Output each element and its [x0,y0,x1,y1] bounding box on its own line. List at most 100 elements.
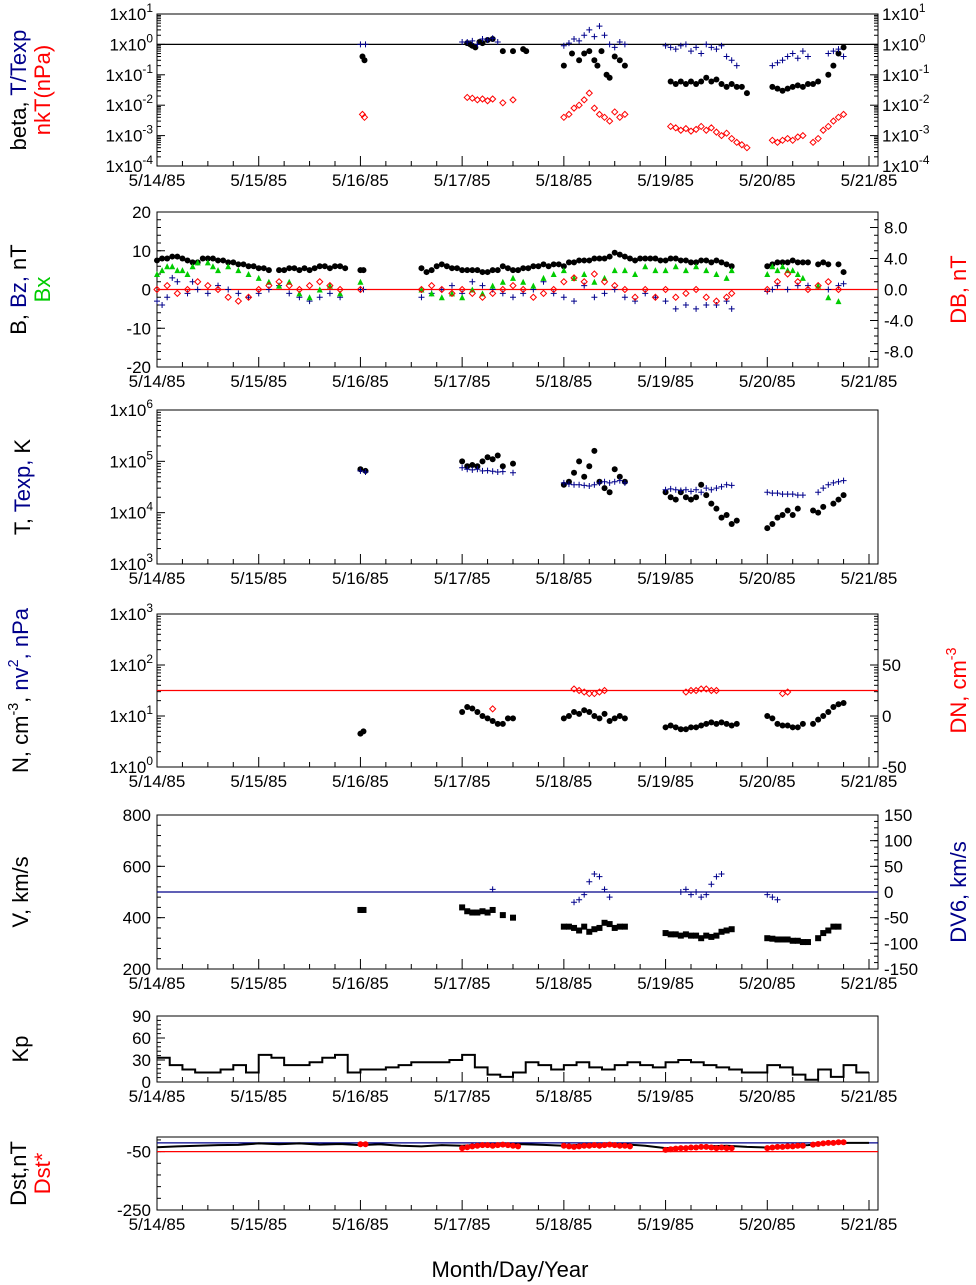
data-point [820,930,827,937]
y-axis-label-secondary: nkT(nPa) [30,45,55,135]
data-point [555,261,562,268]
data-point [840,1139,847,1146]
data-point [581,1142,588,1149]
data-point [815,261,822,268]
data-point [682,267,689,274]
data-point [360,113,369,122]
data-point [839,110,848,119]
data-point [606,253,613,260]
y-axis-label-part: T/Texp [6,30,31,96]
data-point [789,257,796,264]
data-point [728,482,735,489]
y-axis-label-part: 2 [6,659,22,667]
data-point [713,720,720,727]
y-tick-label: 400 [123,909,151,928]
y-tick-label-base: 1x10 [106,157,143,176]
data-point [510,914,516,921]
y-tick-label: -20 [126,358,151,377]
y-tick-label-base: 1x10 [110,504,147,523]
series-beta [359,36,847,97]
data-point [784,53,791,60]
data-point [718,1144,725,1151]
data-point [774,936,781,943]
data-point [565,40,572,47]
data-point [784,507,791,514]
x-tick-label: 5/14/85 [129,1087,186,1106]
right-y-axis-label: DB, nT [946,255,971,323]
data-point [652,267,659,274]
data-point [632,257,639,264]
data-point [773,138,782,147]
data-point [494,267,501,274]
data-point [423,269,430,276]
data-point [596,255,603,262]
right-y-axis-label: DN, cm-3 [944,647,971,733]
y-axis-label-part: nv [8,667,33,690]
data-point [565,481,572,488]
data-point [448,289,456,298]
data-point [571,1143,578,1150]
data-point [672,46,679,53]
data-point [830,500,837,507]
y-axis-label-part: V, km/s [8,856,33,927]
data-point [479,908,486,915]
data-point [825,50,832,57]
data-point [764,891,771,898]
data-point [565,713,572,719]
data-point [489,886,496,893]
data-point [774,896,781,903]
data-point [469,461,476,468]
data-point [474,708,481,715]
data-point [265,267,272,274]
data-point [357,278,364,285]
data-point [600,686,609,695]
data-point [499,468,506,475]
data-point [713,932,720,939]
data-point [662,42,669,49]
y-right-tick-label: 0 [884,883,893,902]
data-point [357,467,364,474]
data-point [702,685,710,693]
panel-frame [156,1015,879,1083]
data-point [606,894,613,901]
data-point [418,265,425,272]
data-point [804,939,811,946]
data-point [728,80,735,87]
data-point [474,466,481,473]
data-point [479,467,486,474]
data-point [606,489,613,496]
data-point [642,263,649,270]
data-point [611,53,618,60]
data-point [825,1139,832,1146]
data-point [255,285,263,294]
data-point [245,294,252,301]
data-point [606,479,613,486]
data-point [840,53,847,60]
data-point [581,271,588,277]
right-y-axis-label-part: DV6, km/s [946,841,971,942]
data-point [779,491,786,498]
data-point [698,935,705,942]
data-point [835,923,842,930]
y-tick-label-exponent: 3 [146,601,153,615]
data-point [337,263,344,270]
data-point [815,282,822,289]
data-point [764,1145,771,1152]
data-point [154,298,160,305]
data-point [703,720,710,727]
data-point [463,93,471,102]
y-axis-label-secondary-part: nkT(nPa) [30,45,55,135]
data-point [316,263,323,270]
data-point [840,280,847,287]
data-point [784,491,791,498]
data-point [504,265,511,272]
y-tick-label-base: 1x10 [110,555,147,574]
data-point [459,458,466,465]
data-point [733,517,740,524]
x-tick-label: 5/18/85 [535,171,592,190]
data-point [820,485,827,492]
data-point [244,293,253,301]
data-point [830,479,837,486]
data-point [581,32,588,39]
